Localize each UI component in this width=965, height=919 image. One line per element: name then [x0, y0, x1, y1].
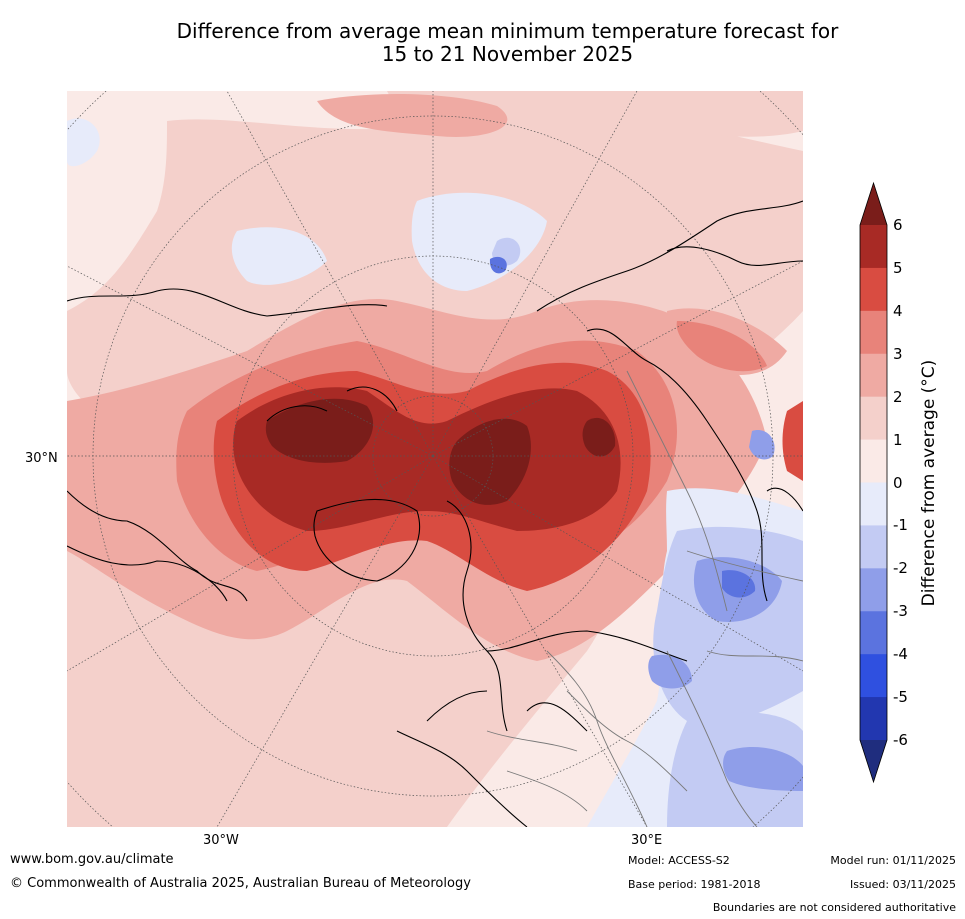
lon-label-30e: 30°E: [631, 833, 663, 848]
graticule: [67, 91, 803, 827]
footer-model: Model: ACCESS-S2: [628, 854, 730, 867]
anomaly-region-3to4: [676, 321, 767, 372]
colorbar-tick-label: 5: [893, 258, 903, 277]
colorbar-tick-label: 4: [893, 301, 903, 320]
coastlines: [67, 200, 803, 827]
anomaly-region-4to5: [782, 401, 803, 481]
colorbar-extend-top: [860, 183, 887, 225]
lon-label-30w: 30°W: [203, 833, 239, 848]
anomaly-region-m4tom3: [489, 256, 507, 274]
colorbar-tick-label: -4: [893, 645, 908, 664]
anomaly-region-above6: [265, 398, 374, 463]
colorbar-segment-m6tom5: [860, 697, 887, 741]
country-borders: [486, 370, 803, 827]
colorbar-tick-label: 2: [893, 387, 903, 406]
colorbar-segment-m2tom1: [860, 525, 887, 569]
footer-disclaimer: Boundaries are not considered authoritat…: [712, 901, 956, 914]
anomaly-region-m3tom2: [723, 746, 803, 791]
colorbar-segment-4to5: [860, 267, 887, 312]
colorbar-tick-label: -6: [893, 731, 908, 749]
colorbar-segment-m1to0: [860, 482, 887, 526]
footer-issued: Issued: 03/11/2025: [849, 878, 956, 891]
lat-label-30n: 30°N: [25, 451, 58, 466]
colorbar-tick-label: 6: [893, 216, 903, 234]
anomaly-region-2to3: [317, 94, 508, 137]
colorbar-segment-2to3: [860, 353, 887, 398]
colorbar-tick-label: 0: [893, 473, 903, 492]
colorbar-segment-m3tom2: [860, 568, 887, 612]
colorbar-segment-3to4: [860, 310, 887, 355]
colorbar-segment-5to6: [860, 225, 887, 269]
footer-copyright: © Commonwealth of Australia 2025, Austra…: [10, 876, 471, 891]
footer-base-period: Base period: 1981-2018: [628, 878, 761, 891]
anomaly-region-m1to0: [411, 192, 547, 291]
colorbar-frame: [859, 181, 888, 784]
anomaly-region-m3tom2: [749, 430, 775, 460]
colorbar-segment-1to2: [860, 396, 887, 441]
title-line-1: Difference from average mean minimum tem…: [176, 19, 839, 43]
anomaly-region-m1to0: [231, 227, 327, 285]
footer-model-run: Model run: 01/11/2025: [830, 854, 956, 867]
colorbar-segment-0to1: [860, 439, 887, 483]
colorbar-segment-m4tom3: [860, 611, 887, 655]
anomaly-region-above6: [449, 418, 531, 505]
footer-website[interactable]: www.bom.gov.au/climate: [10, 852, 174, 867]
colorbar-tick-label: 1: [893, 430, 903, 449]
chart-title: Difference from average mean minimum tem…: [0, 20, 965, 66]
temperature-anomaly-map: [67, 91, 803, 827]
anomaly-region-above6: [582, 417, 616, 457]
colorbar-extend-bottom: [860, 740, 887, 782]
colorbar-tick-label: 3: [893, 344, 903, 363]
colorbar-tick-label: -2: [893, 559, 908, 578]
anomaly-region-m1to0: [67, 118, 100, 167]
colorbar-tick-label: -3: [893, 602, 908, 621]
colorbar-segment-m5tom4: [860, 654, 887, 698]
anomaly-region-m4tom3: [722, 570, 756, 598]
colorbar-tick-label: -1: [893, 516, 908, 535]
colorbar-label: Difference from average (°C): [919, 359, 939, 607]
colorbar-tick-label: -5: [893, 688, 908, 707]
greenland-coast: [313, 498, 421, 582]
title-line-2: 15 to 21 November 2025: [381, 42, 634, 66]
